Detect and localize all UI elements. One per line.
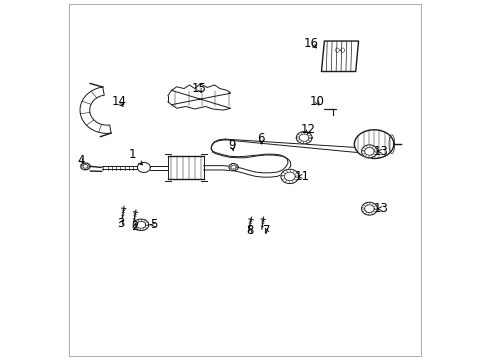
Text: 13: 13 [374, 145, 389, 158]
Polygon shape [172, 84, 231, 110]
Text: 7: 7 [263, 224, 270, 238]
Text: 5: 5 [150, 218, 157, 231]
Polygon shape [281, 169, 299, 184]
Text: 11: 11 [295, 170, 310, 183]
Text: 10: 10 [309, 95, 324, 108]
Polygon shape [354, 130, 394, 158]
Text: 4: 4 [78, 154, 85, 167]
Polygon shape [362, 145, 377, 158]
Text: 8: 8 [246, 224, 254, 238]
Polygon shape [168, 156, 204, 179]
Polygon shape [362, 202, 377, 215]
Polygon shape [296, 132, 312, 144]
Text: 14: 14 [111, 95, 126, 108]
Text: 3: 3 [118, 216, 125, 230]
Polygon shape [133, 219, 149, 230]
Polygon shape [321, 41, 359, 72]
Text: 9: 9 [229, 139, 236, 152]
Text: 15: 15 [192, 82, 207, 95]
Text: 12: 12 [301, 123, 316, 136]
Polygon shape [229, 163, 238, 171]
Text: 2: 2 [131, 220, 139, 233]
Polygon shape [81, 163, 90, 170]
Text: 1: 1 [128, 148, 143, 165]
Text: 6: 6 [257, 132, 265, 145]
Text: 13: 13 [374, 202, 389, 215]
Polygon shape [137, 162, 150, 172]
Polygon shape [80, 87, 111, 133]
Text: 16: 16 [304, 37, 319, 50]
